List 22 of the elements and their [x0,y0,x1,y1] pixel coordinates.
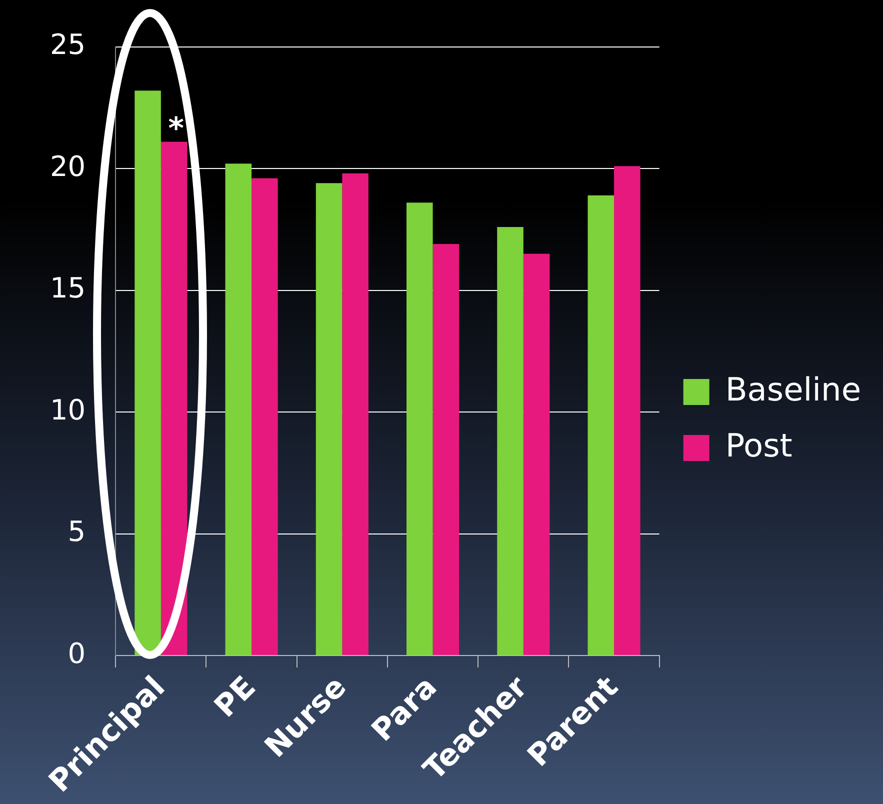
y-tick-label: 0 [68,636,86,670]
bar [523,254,550,656]
legend-label: Post [725,426,792,464]
y-tick-label: 15 [50,272,86,305]
bar [134,90,161,656]
bar [160,142,188,656]
bar [497,226,524,656]
y-tick-label: 25 [50,28,86,62]
y-tick-label: 5 [68,515,86,548]
bar [614,166,640,656]
bar [252,178,278,656]
bar [342,173,368,656]
y-tick-label: 10 [50,393,86,426]
bar [588,195,614,656]
y-tick-label: 20 [50,150,86,183]
bar [225,164,252,656]
x-tick-label: PE [208,670,263,724]
bar [432,244,460,656]
bar [406,202,433,656]
annotation: * [168,112,184,147]
legend-label: Baseline [725,370,861,408]
bar [316,183,342,656]
